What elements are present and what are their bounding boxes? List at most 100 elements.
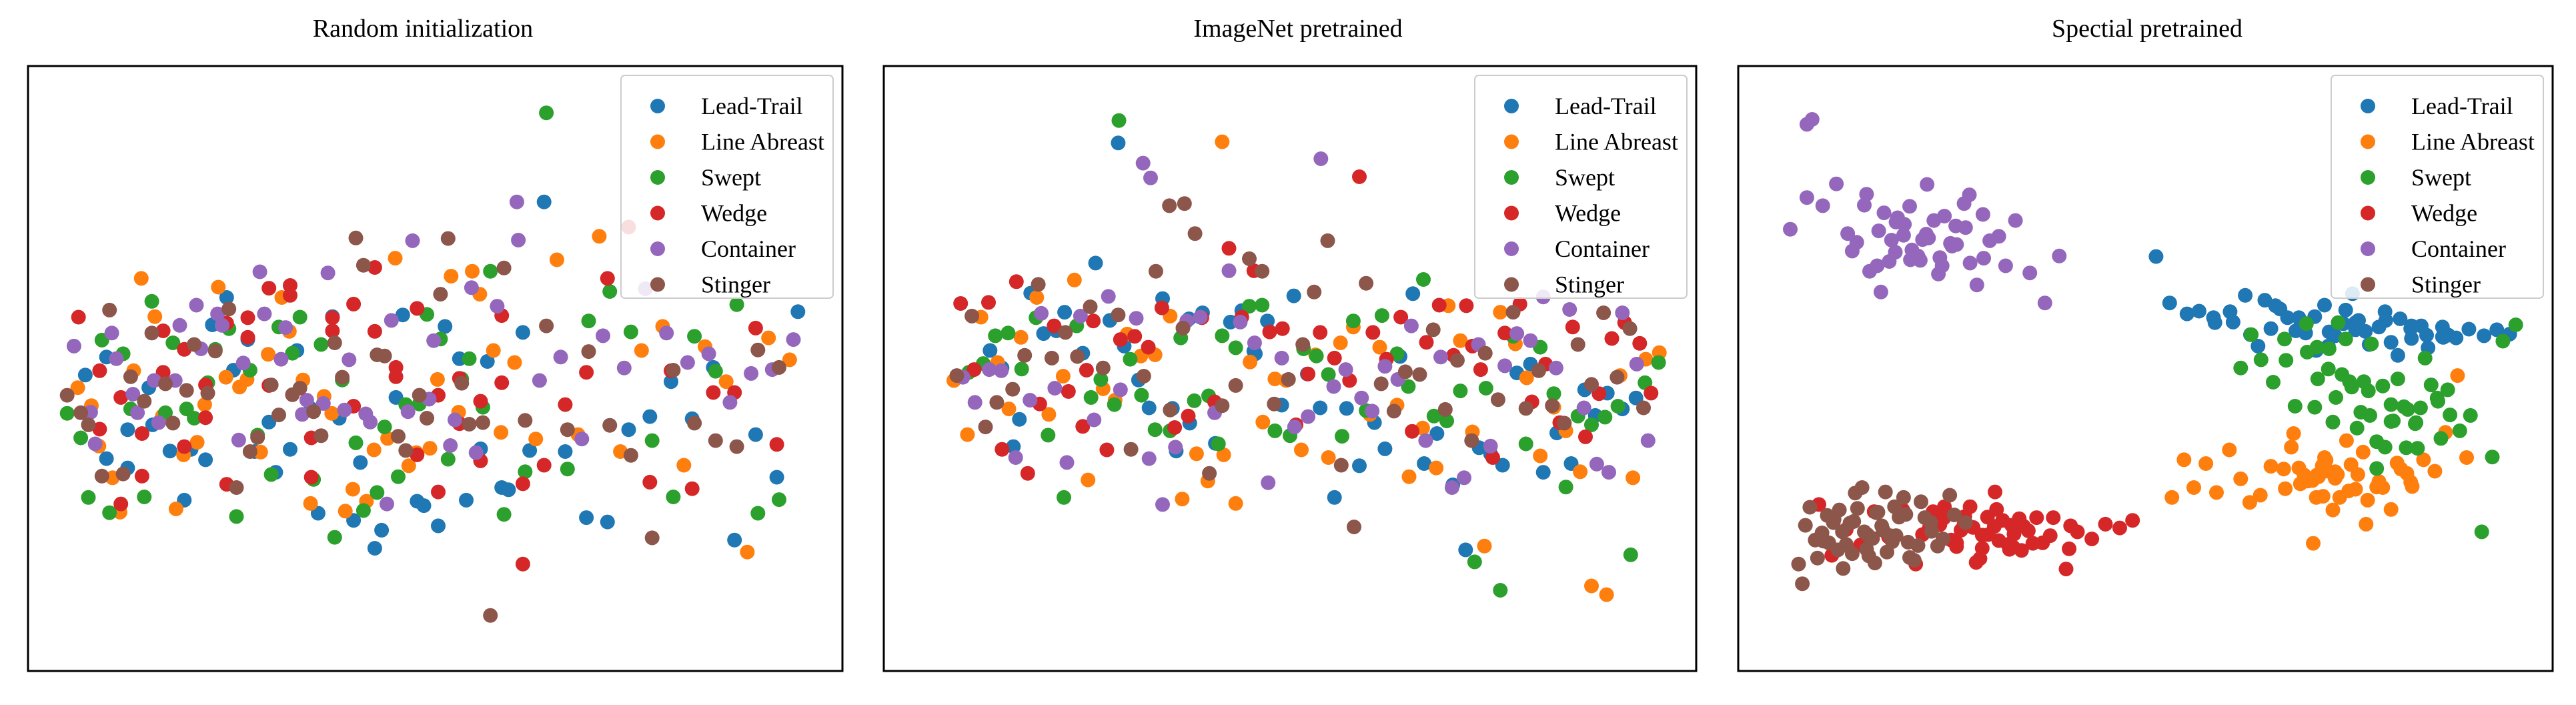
point-wedge — [1313, 325, 1328, 340]
point-stinger — [1031, 277, 1046, 292]
point-swept — [327, 530, 342, 545]
point-line-abreast — [1321, 450, 1336, 465]
point-lead-trail — [2393, 311, 2408, 326]
point-stinger — [1437, 402, 1453, 417]
point-line-abreast — [2276, 462, 2291, 477]
point-wedge — [410, 301, 425, 316]
legend-label-lead-trail: Lead-Trail — [1555, 93, 1657, 119]
point-wedge — [1221, 241, 1237, 256]
point-line-abreast — [1493, 305, 1508, 320]
point-line-abreast — [1626, 470, 1641, 486]
point-stinger — [1397, 364, 1413, 380]
legend-marker-wedge — [650, 205, 665, 221]
point-line-abreast — [1294, 442, 1309, 458]
legend-marker-wedge — [2361, 205, 2375, 221]
point-line-abreast — [960, 427, 975, 442]
point-wedge — [1009, 274, 1024, 289]
point-stinger — [1854, 480, 1870, 495]
point-wedge — [706, 385, 721, 400]
legend-marker-line-abreast — [1504, 134, 1519, 149]
point-line-abreast — [2252, 488, 2268, 503]
point-wedge — [410, 447, 425, 462]
point-lead-trail — [1458, 542, 1473, 558]
point-swept — [2335, 367, 2350, 382]
point-container — [1287, 420, 1302, 435]
point-swept — [1228, 340, 1243, 356]
point-lead-trail — [480, 354, 495, 369]
point-swept — [1401, 379, 1416, 394]
point-container — [1141, 451, 1157, 466]
point-lead-trail — [1012, 412, 1027, 427]
point-stinger — [1850, 501, 1865, 516]
point-container — [1576, 400, 1591, 416]
legend-box — [620, 75, 834, 299]
point-wedge — [431, 484, 446, 500]
point-line-abreast — [2278, 481, 2293, 496]
point-stinger — [1058, 325, 1073, 340]
point-stinger — [1946, 508, 1962, 522]
point-container — [1562, 302, 1577, 317]
point-container — [1640, 433, 1656, 448]
point-container — [1523, 333, 1538, 348]
point-lead-trail — [621, 422, 636, 438]
point-line-abreast — [2359, 516, 2374, 532]
point-container — [315, 396, 331, 411]
point-wedge — [2012, 511, 2027, 526]
legend-label-wedge: Wedge — [2411, 200, 2477, 227]
point-stinger — [137, 394, 152, 409]
point-container — [87, 436, 103, 452]
point-container — [1497, 358, 1513, 374]
legend-label-swept: Swept — [2411, 164, 2471, 191]
legend-label-line-abreast: Line Abreast — [701, 129, 824, 155]
point-swept — [2423, 378, 2439, 393]
point-wedge — [2006, 526, 2022, 542]
point-swept — [229, 509, 244, 524]
point-swept — [1211, 436, 1226, 452]
point-lead-trail — [1313, 400, 1328, 416]
point-wedge — [367, 260, 382, 275]
point-stinger — [1490, 392, 1505, 408]
point-stinger — [207, 343, 223, 359]
point-stinger — [1859, 542, 1874, 557]
point-wedge — [1079, 363, 1094, 378]
point-container — [1483, 438, 1498, 454]
point-container — [1956, 196, 1972, 211]
point-wedge — [92, 363, 107, 378]
point-line-abreast — [2325, 502, 2341, 518]
point-wedge — [642, 474, 658, 490]
point-stinger — [115, 466, 131, 482]
point-line-abreast — [1584, 578, 1599, 594]
point-swept — [2299, 316, 2314, 331]
point-swept — [772, 492, 786, 508]
point-swept — [2307, 400, 2323, 415]
point-stinger — [1609, 370, 1625, 385]
point-wedge — [1167, 420, 1183, 435]
point-wedge — [261, 281, 277, 296]
point-stinger — [1202, 466, 1217, 481]
point-swept — [729, 297, 744, 312]
point-stinger — [1958, 515, 1973, 530]
point-stinger — [263, 378, 279, 393]
point-line-abreast — [1401, 469, 1417, 484]
point-container — [1884, 233, 1899, 247]
point-container — [1193, 309, 1208, 325]
point-line-abreast — [2309, 490, 2324, 505]
plot-area-frame — [882, 65, 1698, 672]
point-container — [1155, 497, 1170, 512]
point-wedge — [198, 410, 213, 426]
point-stinger — [989, 395, 1005, 410]
point-line-abreast — [1573, 464, 1588, 480]
point-swept — [2452, 423, 2467, 438]
point-container — [1143, 170, 1158, 185]
legend-marker-lead-trail — [1504, 99, 1519, 113]
point-stinger — [1942, 488, 1958, 503]
scatter-points — [946, 113, 1667, 602]
point-stinger — [1111, 307, 1126, 323]
point-stinger — [1187, 226, 1203, 241]
point-stinger — [420, 411, 434, 426]
point-container — [2022, 265, 2038, 281]
point-line-abreast — [261, 347, 276, 362]
point-container — [1509, 326, 1525, 341]
point-container — [151, 415, 166, 430]
point-stinger — [949, 368, 964, 384]
